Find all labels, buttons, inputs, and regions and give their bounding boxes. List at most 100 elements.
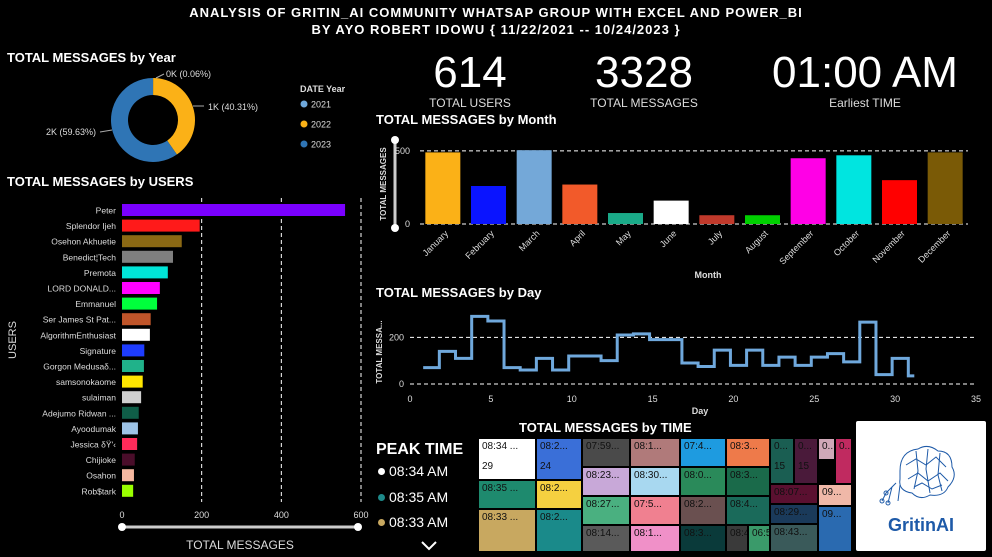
month-scroll-handle-bottom[interactable] [391, 224, 399, 232]
month-y-axis-label: TOTAL MESSAGES [379, 147, 388, 221]
time-cell[interactable]: 07:5... [630, 496, 680, 525]
month-label: June [658, 228, 679, 249]
kpi-value: 3328 [595, 48, 693, 97]
month-label: September [777, 228, 815, 266]
time-cell[interactable]: 07:59... [582, 438, 630, 467]
time-cell[interactable]: 08:0... [680, 467, 726, 496]
user-bar [122, 484, 134, 497]
peak-dot-icon [378, 467, 385, 475]
time-cell[interactable]: 08:35 ... [478, 480, 536, 509]
time-cell-label: 08:3... [730, 470, 758, 481]
x-tick-label: 200 [194, 510, 209, 520]
kpi-label: TOTAL MESSAGES [590, 96, 698, 110]
month-scroll-handle-top[interactable] [391, 136, 399, 144]
time-cell[interactable]: 0... [818, 438, 835, 460]
legend-title: DATE Year [300, 84, 346, 94]
time-chart-title: TOTAL MESSAGES by TIME [519, 420, 692, 435]
month-label: February [463, 228, 496, 261]
month-bar [699, 215, 735, 224]
time-cell[interactable]: 08:33 ... [478, 509, 536, 552]
y-tick-label: 500 [395, 146, 410, 156]
month-bar-chart: TOTAL MESSAGES 0 500 January February March… [379, 136, 968, 280]
chevron-down-icon[interactable] [421, 541, 437, 551]
x-tick-label: 400 [274, 510, 289, 520]
time-cell[interactable]: 08:1... [630, 525, 680, 552]
time-cell-label: 0... [839, 441, 852, 452]
kpi-value: 01:00 AM [772, 48, 958, 97]
time-cell[interactable]: 08:4... [726, 525, 748, 552]
month-bar [562, 184, 598, 224]
month-bar [425, 152, 461, 224]
user-label: Osahon [86, 471, 116, 481]
time-cell[interactable]: 08:2... 24 [536, 438, 582, 480]
time-cell[interactable]: 08:29... [770, 504, 818, 524]
user-bar [122, 297, 158, 310]
month-label: August [743, 228, 770, 255]
peak-item-label: 08:35 AM [389, 489, 449, 505]
time-cell-label: 09... [822, 509, 842, 520]
x-tick-label: 10 [567, 394, 577, 404]
time-cell[interactable]: 09... [818, 484, 852, 506]
time-cell[interactable]: 08:43... [770, 524, 818, 552]
time-cell[interactable]: 0... 15 [770, 438, 794, 484]
time-cell[interactable]: 08:1... [630, 438, 680, 467]
time-cell[interactable]: 08:30... [630, 467, 680, 496]
time-cell[interactable]: 09... [818, 506, 852, 552]
time-cell-label: 09... [822, 487, 842, 498]
user-label: Rob$tark [82, 486, 117, 496]
month-bar [836, 155, 872, 224]
users-chart-title: TOTAL MESSAGES by USERS [7, 174, 194, 189]
user-bar [122, 204, 346, 216]
time-cell-label: 08:0... [684, 470, 712, 481]
donut-slice-2022 [153, 78, 195, 155]
time-cell[interactable]: 08:07... [770, 484, 818, 504]
time-cell-label: 08:43... [774, 527, 808, 538]
time-cell[interactable]: 0... 15 [794, 438, 818, 484]
time-cell[interactable]: 08:3... [680, 525, 726, 552]
time-cell-label: 08:2... [540, 441, 568, 452]
peak-item-label: 08:34 AM [389, 463, 449, 479]
brain-logo-icon [879, 445, 955, 506]
month-label: July [706, 228, 725, 247]
y-tick-label: 0 [405, 219, 410, 229]
user-bar [122, 422, 138, 435]
users-y-axis-label: USERS [7, 321, 19, 359]
day-x-axis-label: Day [692, 406, 709, 416]
slice-label: 2K (59.63%) [46, 127, 96, 137]
time-cell[interactable]: 08:27... [582, 496, 630, 525]
year-donut-chart: DATE Year 2021 2022 2023 0K (0.06%) 1K (40.… [46, 69, 346, 162]
month-bar [790, 158, 826, 224]
time-cell[interactable]: 08:2... [536, 509, 582, 552]
time-cell[interactable]: 08:4... [726, 496, 770, 525]
users-bar-chart: Peter Splendor Ijeh Osehon Akhuetie Benedic… [7, 198, 369, 552]
time-cell-label: 08:1... [634, 441, 662, 452]
time-cell[interactable]: 08:34 ... 29 [478, 438, 536, 480]
time-cell[interactable]: 08:2... [680, 496, 726, 525]
time-cell[interactable]: 08:14... [582, 525, 630, 552]
time-cell[interactable]: 08:2... [536, 480, 582, 509]
user-label: Jessica δŸ'‹ [70, 440, 116, 450]
x-tick-label: 600 [353, 510, 368, 520]
user-label: Gorgon Medusaδ... [43, 362, 116, 372]
time-cell[interactable]: 08:3... [726, 438, 770, 467]
time-cell-label: 07:5... [634, 499, 662, 510]
legend-entry: 2023 [311, 140, 331, 150]
time-cell[interactable]: 08:23... [582, 467, 630, 496]
legend-entry: 2021 [311, 100, 331, 110]
month-bar [653, 200, 689, 224]
users-scroll-handle-left[interactable] [118, 523, 126, 531]
time-cell[interactable]: 07:4... [680, 438, 726, 467]
user-bar [122, 313, 151, 326]
title-line-2: BY AYO ROBERT IDOWU { 11/22/2021 -- 10/2… [311, 22, 681, 37]
user-bar [122, 235, 182, 248]
user-label: Benedict¦Tech [63, 252, 117, 262]
user-bar [122, 360, 144, 372]
user-bar [122, 453, 135, 466]
time-cell[interactable]: 0... [835, 438, 852, 484]
users-scroll-handle-right[interactable] [354, 523, 362, 531]
time-cell[interactable]: 06:5... [748, 525, 770, 552]
x-tick-label: 35 [971, 394, 981, 404]
user-label: samsonokaome [56, 377, 116, 387]
month-label: October [832, 228, 862, 258]
time-cell[interactable]: 08:3... [726, 467, 770, 496]
